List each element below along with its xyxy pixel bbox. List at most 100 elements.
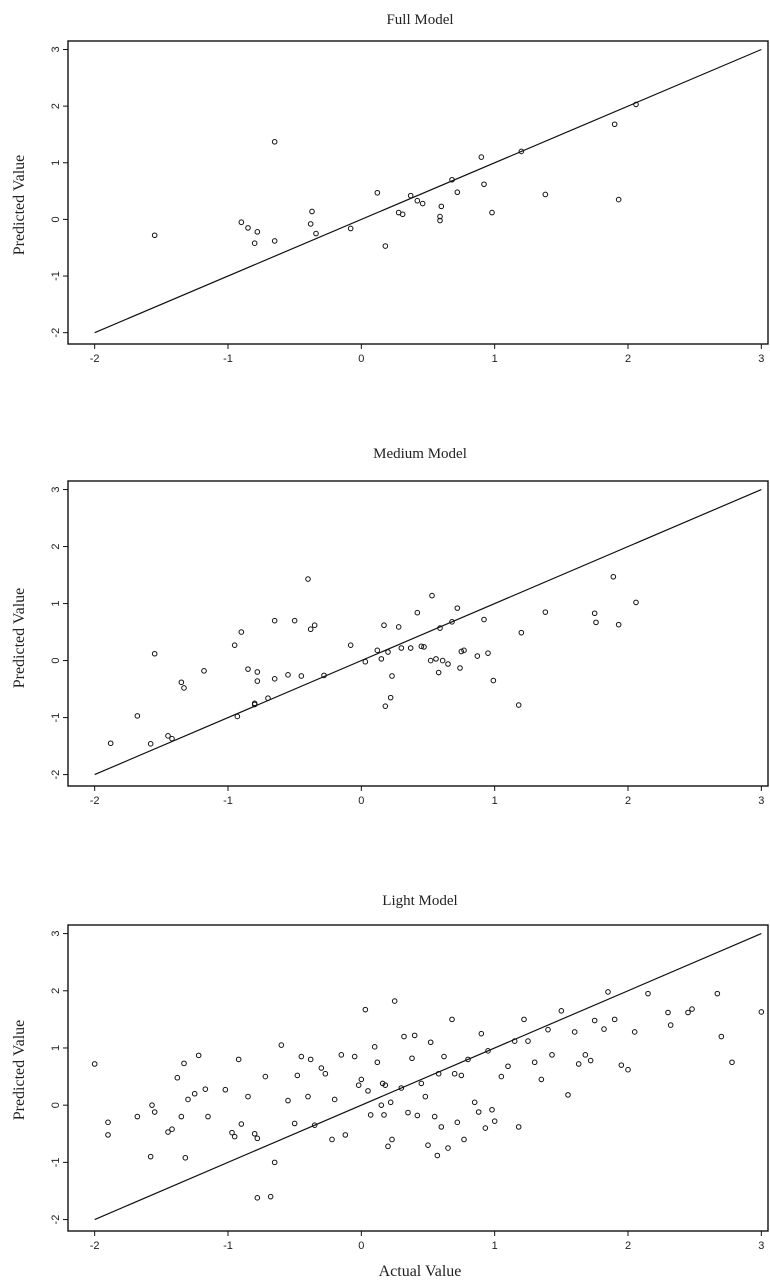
data-point [445, 1145, 451, 1151]
data-point [461, 1136, 467, 1143]
data-point [351, 1053, 358, 1060]
data-point [454, 1119, 461, 1126]
data-point [458, 648, 465, 655]
data-point [475, 1109, 482, 1115]
y-axis-label: Predicted Value [11, 1020, 28, 1121]
y-tick-label: 2 [50, 103, 62, 109]
y-tick-label: 2 [50, 988, 62, 994]
data-point [305, 576, 311, 582]
data-point [285, 1097, 291, 1104]
data-point [178, 1113, 185, 1120]
data-point [625, 1066, 631, 1073]
data-point [471, 1099, 478, 1106]
data-point [278, 1042, 285, 1048]
data-point [518, 629, 525, 636]
data-point [238, 629, 245, 635]
data-point [631, 1029, 638, 1035]
data-point [458, 1072, 465, 1079]
data-point [542, 609, 549, 615]
data-point [385, 1143, 391, 1150]
data-point [134, 1113, 141, 1120]
data-point [165, 733, 171, 739]
data-point [565, 1092, 571, 1098]
y-tick-label: 0 [50, 658, 62, 664]
data-point [478, 154, 485, 160]
data-point [298, 673, 305, 679]
data-point [593, 619, 599, 626]
data-point [451, 1070, 458, 1077]
data-point [382, 1082, 389, 1088]
data-point [601, 1026, 607, 1032]
data-point [633, 101, 639, 108]
y-tick-label: 0 [50, 1102, 62, 1108]
data-point [449, 619, 455, 625]
data-point [185, 1096, 191, 1103]
data-point [271, 1159, 278, 1166]
data-point [182, 1154, 189, 1161]
data-point [718, 1033, 725, 1040]
data-point [591, 1017, 598, 1024]
data-point [571, 1029, 578, 1035]
plot-frame [67, 924, 769, 1232]
data-point [254, 229, 261, 235]
data-point [435, 1070, 442, 1077]
plot-frame [67, 40, 769, 345]
data-point [105, 1132, 111, 1138]
data-point [405, 1109, 411, 1116]
data-point [267, 1193, 274, 1200]
data-point [222, 1086, 229, 1093]
reference-line [94, 933, 762, 1221]
data-point [449, 176, 455, 183]
data-point [419, 200, 426, 207]
data-point [542, 191, 549, 198]
data-point [465, 1056, 471, 1063]
data-point [229, 1129, 235, 1136]
data-point [245, 225, 251, 231]
data-point [515, 702, 522, 708]
reference-line [94, 488, 762, 776]
y-tick-label: 1 [50, 160, 62, 166]
data-point [309, 208, 315, 215]
data-point [178, 679, 185, 686]
data-point [437, 213, 443, 220]
data-point [575, 1061, 582, 1067]
y-tick-label: 1 [50, 601, 62, 607]
data-point [195, 1052, 202, 1059]
data-point [254, 669, 261, 675]
x-tick-label: -1 [223, 1240, 233, 1252]
data-point [385, 649, 391, 655]
data-point [714, 990, 721, 997]
full-model-panel: Full Model Predicted Value -2 -1 0 1 2 3 -2 -1 0… [11, 12, 769, 365]
data-point [411, 1032, 418, 1039]
data-point [169, 1126, 175, 1132]
y-tick-label: 3 [50, 486, 62, 492]
data-point [329, 1136, 335, 1143]
x-tick-label: 2 [625, 1240, 631, 1252]
data-point [611, 1016, 618, 1023]
data-point [401, 1033, 407, 1040]
x-axis-label: Actual Value [379, 1263, 462, 1280]
data-point [615, 196, 622, 203]
data-point [147, 741, 154, 747]
data-point [438, 1124, 445, 1130]
data-point [165, 1129, 171, 1135]
data-point [429, 592, 435, 599]
data-point [407, 192, 414, 199]
data-point [485, 650, 491, 656]
plot-frame [67, 480, 769, 787]
data-point [355, 1082, 362, 1088]
data-point [515, 1124, 522, 1130]
data-point [358, 1076, 365, 1083]
data-point [291, 617, 298, 624]
data-point [367, 1112, 374, 1118]
data-point [665, 1009, 671, 1016]
x-tick-label: -1 [223, 795, 233, 807]
data-point [322, 1070, 329, 1077]
data-point [245, 1093, 251, 1100]
data-point [398, 1085, 405, 1091]
data-point [438, 203, 445, 210]
data-point [238, 219, 245, 226]
y-tick-label: 3 [50, 46, 62, 52]
data-point [505, 1063, 511, 1070]
data-point [474, 653, 481, 659]
